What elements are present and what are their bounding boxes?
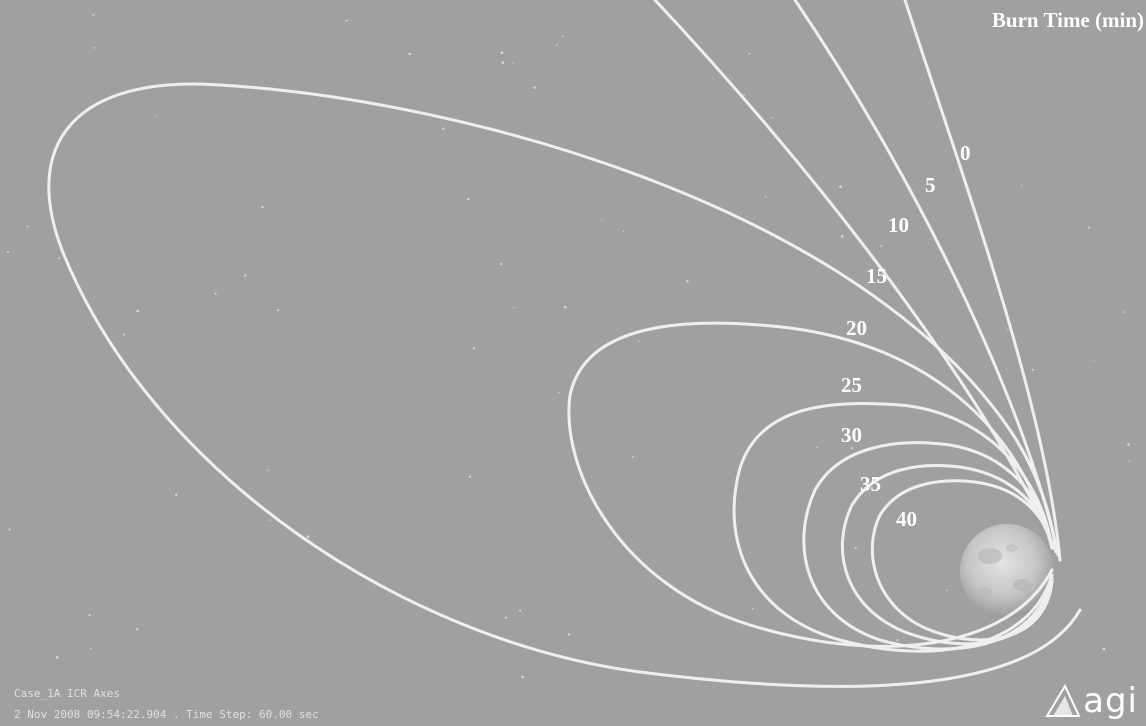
star	[840, 235, 844, 238]
star	[277, 309, 280, 312]
star	[155, 114, 157, 116]
star	[512, 306, 515, 309]
trajectory-burn-0	[903, 0, 1062, 562]
star	[854, 546, 857, 549]
star	[638, 340, 640, 342]
time-status-label: 2 Nov 2008 09:54:22.904 . Time Step: 60.…	[14, 708, 319, 721]
star	[267, 469, 269, 472]
star	[1093, 359, 1095, 361]
star	[136, 309, 140, 313]
burn-label-35: 35	[860, 472, 881, 496]
star	[770, 117, 773, 119]
star	[880, 245, 882, 248]
star	[563, 305, 567, 309]
moon-icon	[960, 524, 1054, 618]
star	[686, 279, 689, 283]
burn-label-15: 15	[866, 264, 887, 288]
star	[1127, 443, 1130, 446]
star	[896, 639, 899, 642]
agi-logo-icon	[1045, 684, 1081, 717]
star	[26, 225, 29, 228]
agi-logo: agi	[1045, 684, 1138, 718]
star	[558, 391, 560, 394]
star	[468, 475, 472, 478]
star	[8, 528, 11, 531]
star	[501, 61, 505, 64]
star	[90, 647, 92, 650]
trajectory-burn-10	[653, 0, 1058, 554]
star	[512, 62, 515, 64]
star	[567, 633, 570, 636]
star	[946, 117, 948, 119]
burn-label-30: 30	[841, 423, 862, 447]
star	[752, 607, 754, 610]
star	[214, 292, 217, 295]
burn-label-40: 40	[896, 507, 917, 531]
star	[6, 250, 10, 253]
star	[500, 51, 504, 55]
star	[261, 205, 264, 209]
trajectory-burn-25	[732, 402, 1054, 653]
star	[269, 519, 271, 521]
star	[519, 609, 522, 612]
star	[442, 127, 445, 130]
star	[622, 230, 625, 233]
trajectory-burn-35	[840, 464, 1054, 646]
star	[816, 446, 819, 449]
star	[533, 86, 537, 89]
star	[58, 257, 60, 260]
legend-title: Burn Time (min)	[991, 8, 1144, 32]
star	[472, 347, 476, 350]
star	[88, 614, 91, 617]
star	[1007, 328, 1009, 331]
star	[562, 35, 565, 38]
star	[345, 19, 348, 22]
star	[1128, 460, 1130, 462]
star	[748, 52, 751, 55]
star	[765, 195, 767, 198]
star	[505, 616, 508, 619]
star	[174, 493, 178, 497]
trajectory-burn-30	[802, 441, 1054, 651]
star	[555, 44, 558, 46]
trajectory-burn-15	[47, 82, 1082, 688]
star	[123, 333, 126, 336]
star	[93, 47, 96, 49]
star	[850, 447, 854, 450]
star	[1021, 184, 1023, 186]
star	[946, 589, 948, 592]
star	[521, 675, 524, 679]
star	[92, 13, 95, 16]
star	[500, 262, 503, 266]
trajectory-burn-40	[870, 479, 1054, 642]
burn-label-25: 25	[841, 373, 862, 397]
scenario-axes-label: Case_1A ICR Axes	[14, 687, 120, 700]
burn-label-5: 5	[925, 173, 936, 197]
star	[1087, 226, 1090, 229]
star	[467, 197, 470, 201]
star	[1031, 368, 1034, 371]
star	[1102, 647, 1106, 651]
star	[839, 185, 842, 189]
burn-label-0: 0	[960, 141, 971, 165]
burn-label-20: 20	[846, 316, 867, 340]
star	[600, 219, 603, 222]
star	[408, 52, 412, 56]
star	[743, 94, 745, 96]
star	[244, 274, 247, 277]
star	[55, 656, 59, 659]
star	[631, 455, 634, 458]
star	[306, 535, 310, 538]
star	[1122, 311, 1125, 313]
trajectory-burn-5	[793, 0, 1060, 557]
star	[135, 628, 139, 631]
agi-logo-text: agi	[1083, 681, 1138, 721]
burn-label-10: 10	[888, 213, 909, 237]
